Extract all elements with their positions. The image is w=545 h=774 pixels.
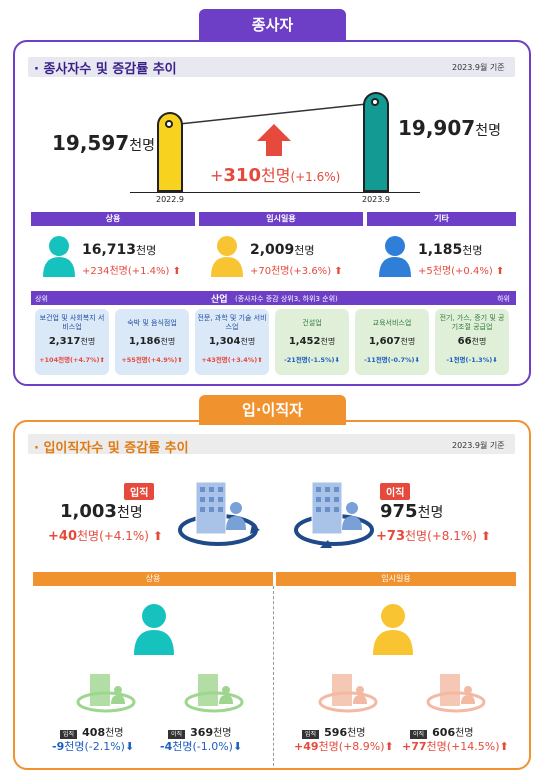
person-icon-temporary-flow [373, 604, 413, 655]
other-value: 1,185천명 [418, 242, 483, 258]
band-regular: 상용 [31, 212, 195, 226]
industry-card: 전기, 가스, 증기 및 공기조절 공급업 66천명 -1천명(-1.3%)⬇ [435, 309, 509, 375]
hires-total: 1,003천명 [60, 501, 143, 522]
hires-change: +40천명(+4.1%) ⬆ [48, 529, 163, 544]
flow-change: +49천명(+8.9%)⬆ [294, 740, 394, 753]
hire-building-icon [316, 670, 380, 718]
person-icon-regular [43, 236, 75, 277]
industry-change: -1천명(-1.3%)⬇ [446, 356, 498, 364]
band-temporary: 임시일용 [199, 212, 363, 226]
industry-change: +55천명(+4.9%)⬆ [121, 356, 183, 364]
flow-value: 입직 408천명 [60, 721, 124, 740]
curr-total: 19,907천명 [398, 116, 501, 140]
hires-title-bar [28, 434, 515, 454]
regular-change: +234천명(+1.4%) ⬆ [82, 266, 182, 277]
employees-title-bar [28, 57, 515, 77]
flow-tag: 이직 [410, 730, 428, 739]
flow-value: 이직 606천명 [410, 721, 474, 740]
temporary-value: 2,009천명 [250, 242, 315, 258]
industry-card: 건설업 1,452천명 -21천명(-1.5%)⬇ [275, 309, 349, 375]
employees-section-tag: 종사자 [199, 9, 346, 41]
industry-change: -21천명(-1.5%)⬇ [284, 356, 340, 364]
bar-label-prev: 2022.9 [156, 195, 184, 204]
flow-tag: 입직 [60, 730, 78, 739]
industry-band-title: 산업 [211, 295, 228, 305]
flow-tag: 입직 [302, 730, 320, 739]
industry-band-bottom: 하위 [497, 295, 510, 303]
separation-building-icon [294, 481, 374, 548]
employees-title: · 종사자수 및 증감률 추이 [34, 62, 177, 77]
employees-as-of: 2023.9월 기준 [452, 63, 505, 72]
industry-card: 전문, 과학 및 기술 서비스업 1,304천명 +43천명(+3.4%)⬆ [195, 309, 269, 375]
baseline [130, 192, 420, 193]
separation-building-icon [182, 670, 246, 718]
hire-building-icon [74, 670, 138, 718]
hires-tag: 입직 [124, 483, 155, 500]
industry-name: 전기, 가스, 증기 및 공기조절 공급업 [439, 314, 505, 331]
industry-name: 건설업 [302, 318, 322, 327]
industry-value: 1,304천명 [208, 336, 256, 347]
industry-name: 전문, 과학 및 기술 서비스업 [197, 314, 267, 331]
point-2022-9 [165, 120, 173, 128]
separations-total: 975천명 [380, 501, 444, 522]
flow-change: -4천명(-1.0%)⬇ [160, 740, 243, 753]
flow-change: +77천명(+14.5%)⬆ [402, 740, 509, 753]
separations-change: +73천명(+8.1%) ⬆ [376, 529, 491, 544]
separations-tag: 이직 [380, 483, 411, 500]
band-temporary-flow: 임시일용 [276, 572, 516, 586]
hires-section-tag: 입·이직자 [199, 395, 346, 425]
industry-card: 교육서비스업 1,607천명 -11천명(-0.7%)⬇ [355, 309, 429, 375]
hires-title: · 입이직자수 및 증감률 추이 [34, 441, 189, 456]
industry-value: 1,186천명 [128, 336, 176, 347]
hiring-building-icon [178, 481, 260, 546]
person-icon-regular-flow [134, 604, 174, 655]
industry-card: 숙박 및 음식점업 1,186천명 +55천명(+4.9%)⬆ [115, 309, 189, 375]
person-icon-temporary [211, 236, 243, 277]
other-change: +5천명(+0.4%) ⬆ [418, 266, 505, 277]
prev-total: 19,597천명 [52, 131, 155, 155]
industry-change: +104천명(+4.7%)⬆ [39, 356, 105, 364]
person-icon-other [379, 236, 411, 277]
up-arrow-icon [257, 124, 291, 156]
industry-name: 숙박 및 음식점업 [127, 318, 177, 327]
band-regular-flow: 상용 [33, 572, 273, 586]
industry-value: 2,317천명 [48, 336, 96, 347]
total-change: +310천명(+1.6%) [210, 165, 341, 186]
industry-value: 1,452천명 [288, 336, 336, 347]
industry-change: -11천명(-0.7%)⬇ [364, 356, 420, 364]
flow-value: 입직 596천명 [302, 721, 366, 740]
regular-value: 16,713천명 [82, 242, 157, 258]
industry-value: 1,607천명 [368, 336, 416, 347]
industry-band-note: (종사자수 증감 상위3, 하위3 순위) [235, 295, 338, 303]
industry-change: +43천명(+3.4%)⬆ [201, 356, 263, 364]
temporary-change: +70천명(+3.6%) ⬆ [250, 266, 343, 277]
separation-building-icon [424, 670, 488, 718]
flow-tag: 이직 [168, 730, 186, 739]
trend-line [169, 102, 377, 126]
band-other: 기타 [367, 212, 516, 226]
hires-as-of: 2023.9월 기준 [452, 441, 505, 450]
industry-value: 66천명 [457, 336, 487, 347]
industry-band: 상위 산업 (종사자수 증감 상위3, 하위3 순위) 하위 [31, 291, 516, 305]
group-divider [273, 586, 274, 766]
industry-name: 교육서비스업 [372, 318, 412, 327]
bar-label-curr: 2023.9 [362, 195, 390, 204]
industry-name: 보건업 및 사회복지 서비스업 [39, 314, 105, 331]
flow-change: -9천명(-2.1%)⬇ [52, 740, 135, 753]
industry-card: 보건업 및 사회복지 서비스업 2,317천명 +104천명(+4.7%)⬆ [35, 309, 109, 375]
flow-value: 이직 369천명 [168, 721, 232, 740]
industry-band-top: 상위 [35, 295, 48, 303]
point-2023-9 [371, 98, 379, 106]
bar-2023-9 [363, 92, 389, 192]
